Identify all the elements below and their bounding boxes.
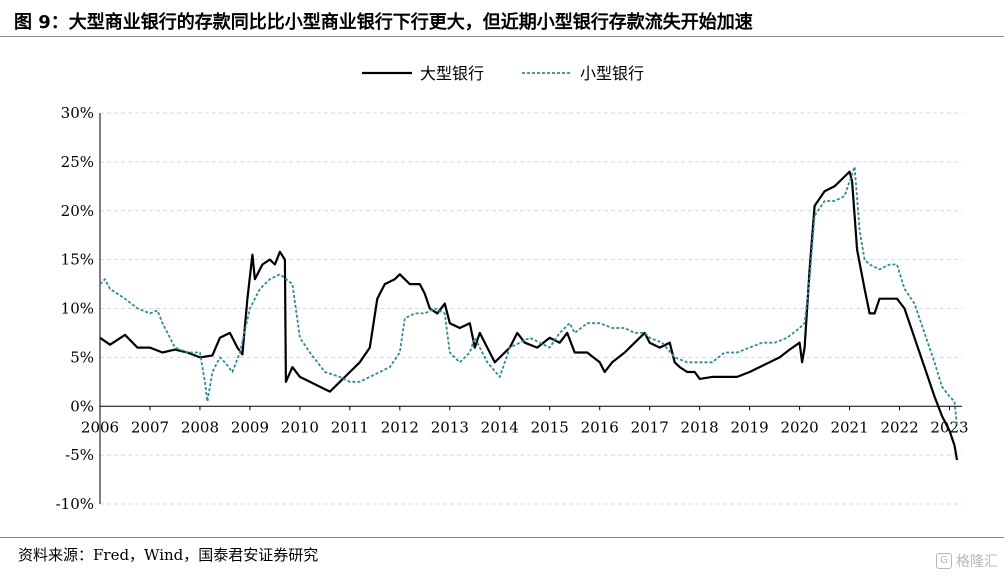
x-tick-label: 2014 [481,418,519,436]
x-axis: 2006 2007 2008 2009 2010 2011 2012 2013 2014 2015… [81,405,969,436]
y-tick-label: 25% [61,153,94,171]
y-tick-label: -5% [65,446,94,464]
x-tick-label: 2012 [381,418,419,436]
series-line-large-bank [99,170,959,461]
x-tick-label: 2017 [631,418,669,436]
line-chart: -10%-5%0%5%10%15%20%25%30% 2006 2007 2008 2… [56,64,969,513]
y-tick-label: 15% [61,251,94,269]
y-tick-label: -10% [56,495,94,513]
x-tick-label: 2020 [781,418,819,436]
top-divider [0,36,1004,37]
y-tick-label: 0% [70,397,94,415]
x-tick-label: 2007 [131,418,169,436]
legend-label-small-bank: 小型银行 [580,64,644,83]
x-tick-label: 2008 [181,418,219,436]
watermark-text: 格隆汇 [956,554,998,570]
chart-title: 图 9：大型商业银行的存款同比比小型商业银行下行更大，但近期小型银行存款流失开始… [14,12,753,33]
gridlines [100,112,962,505]
title-bar: 图 9：大型商业银行的存款同比比小型商业银行下行更大，但近期小型银行存款流失开始… [8,4,998,34]
x-tick-label: 2013 [431,418,469,436]
x-tick-label: 2009 [231,418,269,436]
y-tick-label: 10% [61,300,94,318]
x-tick-label: 2015 [531,418,569,436]
x-tick-label: 2011 [331,418,369,436]
series-line-small-bank [99,165,958,426]
x-tick-label: 2018 [681,418,719,436]
source-note: 资料来源：Fred，Wind，国泰君安证券研究 [18,546,319,564]
bottom-divider [0,537,1004,538]
x-tick-label: 2010 [281,418,319,436]
y-tick-label: 5% [70,348,94,366]
y-tick-label: 30% [61,104,94,122]
x-tick-label: 2021 [830,418,868,436]
y-tick-label: 20% [61,202,94,220]
legend: 大型银行 小型银行 [362,64,644,83]
series-lines [99,165,959,461]
glh-logo-icon: G [936,553,952,569]
x-tick-label: 2023 [930,418,968,436]
x-tick-label: 2006 [81,418,119,436]
y-axis: -10% -5% 0% 5% 10% 15% 20% 25% 30% [56,104,101,513]
x-tick-label: 2016 [581,418,619,436]
watermark: G 格隆汇 [936,551,998,571]
x-tick-label: 2019 [731,418,769,436]
x-tick-label: 2022 [880,418,918,436]
legend-label-large-bank: 大型银行 [420,64,484,83]
